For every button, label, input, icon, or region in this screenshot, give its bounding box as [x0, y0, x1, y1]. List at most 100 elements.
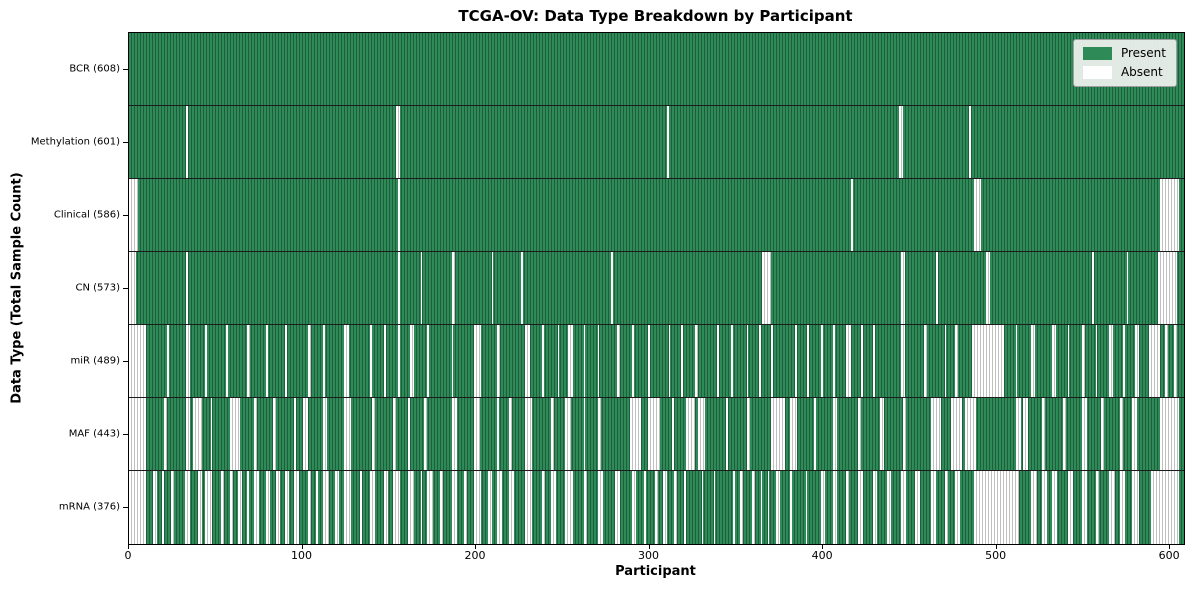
absent-stripe [954, 471, 961, 544]
absent-stripe [276, 471, 280, 544]
absent-stripe [951, 398, 962, 470]
absent-stripe [1095, 325, 1098, 397]
absent-stripe [672, 398, 674, 470]
absent-stripe [344, 398, 352, 470]
legend-swatch-absent-icon [1082, 66, 1112, 79]
absent-stripe [524, 471, 532, 544]
absent-stripe [420, 252, 423, 324]
absent-stripe [1157, 252, 1178, 324]
absent-stripe [474, 471, 482, 544]
absent-stripe [397, 252, 400, 324]
y-tick-mark [123, 360, 128, 362]
absent-stripe [725, 398, 728, 470]
absent-stripe [684, 471, 686, 544]
absent-stripe [307, 471, 312, 544]
absent-stripe [731, 325, 733, 397]
absent-stripe [583, 398, 586, 470]
absent-stripe [153, 471, 157, 544]
absent-stripe [986, 252, 990, 324]
absent-stripe [698, 398, 706, 470]
absent-stripe [771, 398, 785, 470]
absent-stripe [285, 471, 289, 544]
absent-stripe [954, 325, 959, 397]
absent-stripe [129, 398, 147, 470]
absent-stripe [899, 106, 903, 178]
absent-stripe [1119, 398, 1124, 470]
x-tick-mark [475, 544, 477, 549]
absent-stripe [496, 471, 503, 544]
absent-stripe [805, 471, 808, 544]
absent-stripe [930, 471, 936, 544]
chart-title: TCGA-OV: Data Type Breakdown by Particip… [458, 7, 853, 25]
absent-stripe [795, 325, 798, 397]
absent-stripe [323, 325, 326, 397]
x-tick-mark [1169, 544, 1171, 549]
absent-stripe [1100, 398, 1105, 470]
absent-stripe [323, 471, 329, 544]
absent-stripe [238, 471, 242, 544]
absent-stripe [410, 325, 414, 397]
absent-stripe [873, 471, 877, 544]
absent-stripe [129, 252, 136, 324]
absent-stripe [902, 398, 907, 470]
absent-stripe [873, 325, 876, 397]
legend-label-present: Present [1120, 46, 1166, 60]
legend: Present Absent [1072, 39, 1177, 87]
absent-stripe [266, 325, 268, 397]
absent-stripe [901, 252, 905, 324]
y-tick-mark [123, 68, 128, 70]
absent-stripe [186, 252, 188, 324]
absent-stripe [408, 471, 414, 544]
absent-stripe [335, 471, 339, 544]
heatmap-row-mir [129, 325, 1184, 398]
absent-stripe [732, 471, 735, 544]
x-tick-label-300: 300 [638, 549, 660, 562]
x-tick-label-0: 0 [124, 549, 132, 562]
heatmap-row-bcr [129, 33, 1184, 106]
absent-stripe [746, 325, 749, 397]
absent-stripe [814, 398, 817, 470]
absent-stripe [557, 325, 560, 397]
absent-stripe [630, 398, 641, 470]
absent-stripe [713, 471, 716, 544]
absent-stripe [392, 398, 397, 470]
absent-stripe [524, 398, 532, 470]
absent-stripe [1062, 398, 1066, 470]
plot-area: Present Absent [128, 32, 1185, 545]
absent-stripe [751, 471, 756, 544]
absent-stripe [307, 325, 312, 397]
absent-stripe [323, 398, 327, 470]
absent-stripe [167, 325, 169, 397]
absent-stripe [845, 325, 851, 397]
absent-stripe [833, 398, 837, 470]
absent-stripe [1081, 471, 1087, 544]
absent-stripe [821, 471, 825, 544]
absent-stripe [771, 325, 773, 397]
y-tick-mark [123, 506, 128, 508]
absent-stripe [965, 398, 976, 470]
heatmap-row-methylation [129, 106, 1184, 179]
absent-stripe [583, 325, 586, 397]
absent-stripe [1159, 179, 1179, 251]
absent-stripe [1031, 471, 1037, 544]
absent-stripe [666, 106, 669, 178]
absent-stripe [614, 471, 621, 544]
y-tick-mark [123, 214, 128, 216]
legend-entry-present: Present [1082, 46, 1166, 60]
absent-stripe [923, 325, 928, 397]
absent-stripe [1067, 325, 1070, 397]
absent-stripe [1131, 471, 1139, 544]
absent-stripe [880, 398, 884, 470]
absent-stripe [1092, 252, 1094, 324]
absent-stripe [408, 398, 411, 470]
absent-stripe [1015, 325, 1018, 397]
legend-label-absent: Absent [1120, 65, 1163, 79]
absent-stripe [1095, 471, 1099, 544]
absent-stripe [944, 471, 948, 544]
absent-stripe [1081, 398, 1087, 470]
absent-stripe [564, 471, 574, 544]
absent-stripe [644, 471, 647, 544]
absent-stripe [1022, 398, 1028, 470]
absent-stripe [463, 471, 468, 544]
